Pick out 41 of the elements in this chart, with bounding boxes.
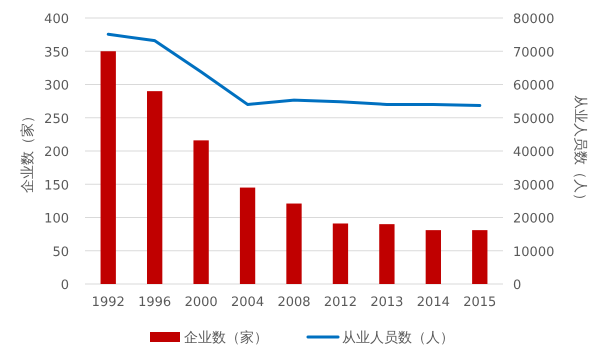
y-tick-label: 100 bbox=[44, 212, 69, 226]
x-tick-label: 2008 bbox=[277, 295, 311, 310]
bar bbox=[286, 204, 302, 284]
x-tick-label: 1992 bbox=[92, 295, 125, 310]
bar bbox=[100, 51, 116, 284]
x-tick-label: 1996 bbox=[138, 295, 172, 310]
x-tick-label: 2014 bbox=[416, 295, 450, 310]
line-series bbox=[106, 32, 482, 107]
bar bbox=[240, 188, 256, 284]
bar bbox=[332, 223, 348, 284]
x-tick-label: 2012 bbox=[324, 295, 357, 310]
bar bbox=[472, 230, 488, 284]
y-tick-label: 150 bbox=[44, 178, 69, 194]
y2-tick-label: 10000 bbox=[513, 244, 554, 260]
x-tick-label: 2004 bbox=[231, 295, 264, 310]
y-tick-label: 50 bbox=[52, 244, 69, 260]
y2-tick-label: 30000 bbox=[513, 178, 554, 194]
y-tick-label: 0 bbox=[60, 278, 69, 293]
y-tick-label: 300 bbox=[44, 78, 69, 94]
bar bbox=[379, 224, 395, 284]
legend-label: 企业数（家） bbox=[184, 330, 268, 346]
y2-tick-label: 80000 bbox=[513, 12, 554, 27]
x-tick-label: 2000 bbox=[184, 295, 218, 310]
y2-tick-label: 0 bbox=[513, 278, 522, 293]
y2-tick-label: 50000 bbox=[513, 112, 554, 127]
y-tick-label: 350 bbox=[44, 45, 69, 60]
legend-label: 从业人员数（人） bbox=[342, 330, 454, 346]
y-tick-label: 250 bbox=[44, 112, 69, 127]
bar bbox=[426, 230, 441, 284]
y2-tick-label: 70000 bbox=[513, 45, 554, 60]
y2-tick-label: 40000 bbox=[513, 145, 554, 160]
bar bbox=[147, 91, 162, 284]
y-tick-label: 400 bbox=[44, 12, 69, 27]
y2-tick-label: 20000 bbox=[513, 212, 554, 226]
y-axis-title: 企业数（家） bbox=[20, 109, 36, 193]
x-tick-label: 2013 bbox=[370, 295, 404, 310]
y2-tick-label: 60000 bbox=[513, 78, 554, 94]
y2-axis-title: 从业人员数（人） bbox=[572, 95, 588, 207]
bar bbox=[193, 140, 209, 284]
y-tick-label: 200 bbox=[44, 145, 69, 160]
x-tick-label: 2015 bbox=[463, 295, 496, 310]
